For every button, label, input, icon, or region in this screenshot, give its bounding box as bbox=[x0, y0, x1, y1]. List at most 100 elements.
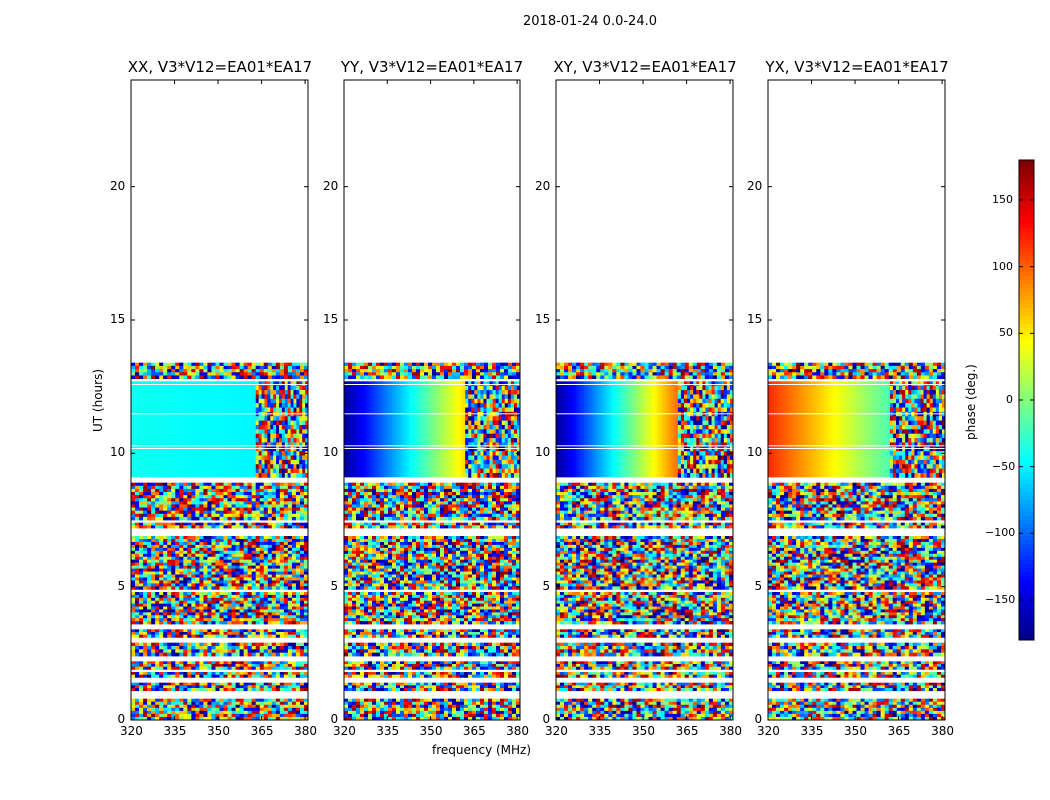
noise-band bbox=[131, 629, 309, 638]
noise-band bbox=[344, 682, 521, 692]
colorbar-segment bbox=[1019, 344, 1034, 349]
colorbar-segment bbox=[1019, 476, 1034, 481]
colorbar-segment bbox=[1019, 380, 1034, 385]
colorbar-segment bbox=[1019, 316, 1034, 321]
colorbar-segment bbox=[1019, 624, 1034, 629]
panel-frame bbox=[555, 79, 734, 721]
noise-band bbox=[344, 482, 521, 521]
panel-title-xy: XY, V3*V12=EA01*EA17 bbox=[553, 58, 737, 76]
calibrated-block bbox=[131, 381, 309, 478]
heatmap-panel-3 bbox=[555, 79, 734, 721]
y-tick-label: 10 bbox=[323, 445, 339, 460]
noise-band bbox=[344, 536, 521, 590]
noise-band bbox=[131, 661, 309, 670]
x-axis-label: frequency (MHz) bbox=[432, 743, 532, 757]
colorbar-segment bbox=[1019, 356, 1034, 361]
colorbar-segment bbox=[1019, 472, 1034, 477]
noise-band bbox=[768, 629, 946, 638]
colorbar-segment bbox=[1019, 548, 1034, 553]
heatmap-panel-1 bbox=[130, 79, 309, 721]
noise-band bbox=[131, 522, 309, 529]
colorbar-segment bbox=[1019, 168, 1034, 173]
noise-band bbox=[556, 661, 734, 670]
colorbar-segment bbox=[1019, 404, 1034, 409]
y-tick-label: 5 bbox=[117, 578, 126, 593]
colorbar-segment bbox=[1019, 504, 1034, 509]
colorbar-segment bbox=[1019, 544, 1034, 549]
heatmap-panel-4 bbox=[767, 79, 946, 721]
colorbar-segment bbox=[1019, 268, 1034, 273]
colorbar-segment bbox=[1019, 216, 1034, 221]
colorbar-segment bbox=[1019, 444, 1034, 449]
colorbar-segment bbox=[1019, 568, 1034, 573]
y-tick-label: 15 bbox=[535, 312, 551, 326]
colorbar-segment bbox=[1019, 496, 1034, 501]
colorbar-segment bbox=[1019, 576, 1034, 581]
colorbar-segment bbox=[1019, 304, 1034, 309]
colorbar-segment bbox=[1019, 180, 1034, 185]
colorbar-segment bbox=[1019, 280, 1034, 285]
noise-band bbox=[344, 629, 521, 638]
colorbar-segment bbox=[1019, 212, 1034, 217]
colorbar-segment bbox=[1019, 256, 1034, 261]
colorbar-segment bbox=[1019, 620, 1034, 625]
colorbar-segment bbox=[1019, 436, 1034, 441]
colorbar-segment bbox=[1019, 188, 1034, 193]
x-tick-label: 335 bbox=[800, 724, 824, 738]
y-tick-label: 0 bbox=[117, 712, 126, 726]
calibrated-block bbox=[344, 381, 521, 478]
panel-title-yx: YX, V3*V12=EA01*EA17 bbox=[765, 58, 949, 76]
colorbar-segment bbox=[1019, 584, 1034, 589]
noise-band bbox=[344, 592, 521, 625]
colorbar-segment bbox=[1019, 208, 1034, 213]
colorbar-segment bbox=[1019, 320, 1034, 325]
colorbar-segment bbox=[1019, 604, 1034, 609]
noise-band bbox=[344, 642, 521, 657]
colorbar-segment bbox=[1019, 192, 1034, 197]
colorbar-segment bbox=[1019, 408, 1034, 413]
colorbar-tick-label: 50 bbox=[999, 326, 1013, 340]
colorbar-segment bbox=[1019, 424, 1034, 429]
colorbar-segment bbox=[1019, 528, 1034, 533]
noise-band bbox=[556, 682, 734, 692]
noise-band bbox=[556, 522, 734, 529]
colorbar-segment bbox=[1019, 464, 1034, 469]
calibrated-block bbox=[768, 381, 946, 478]
noise-band bbox=[556, 698, 734, 721]
noise-band bbox=[344, 698, 521, 721]
noise-band bbox=[768, 672, 946, 678]
x-tick-label: 365 bbox=[462, 724, 486, 738]
colorbar-segment bbox=[1019, 536, 1034, 541]
noise-band bbox=[768, 536, 946, 590]
panel-title-xx: XX, V3*V12=EA01*EA17 bbox=[127, 58, 313, 76]
y-tick-label: 5 bbox=[754, 578, 763, 593]
colorbar-segment bbox=[1019, 400, 1034, 405]
noise-band bbox=[131, 536, 309, 590]
colorbar-segment bbox=[1019, 564, 1034, 569]
colorbar-segment bbox=[1019, 260, 1034, 265]
noise-band bbox=[131, 698, 309, 721]
colorbar-segment bbox=[1019, 264, 1034, 269]
colorbar-segment bbox=[1019, 184, 1034, 189]
colorbar-segment bbox=[1019, 608, 1034, 613]
colorbar-segment bbox=[1019, 572, 1034, 577]
colorbar-segment bbox=[1019, 368, 1034, 373]
y-tick-label: 5 bbox=[330, 578, 339, 593]
colorbar-segment bbox=[1019, 500, 1034, 505]
noise-band bbox=[768, 362, 946, 380]
colorbar-segment bbox=[1019, 552, 1034, 557]
y-tick-label: 20 bbox=[535, 178, 551, 193]
colorbar-segment bbox=[1019, 372, 1034, 377]
x-tick-label: 350 bbox=[632, 724, 655, 738]
noise-band bbox=[344, 522, 521, 529]
colorbar-segment bbox=[1019, 340, 1034, 345]
colorbar-segment bbox=[1019, 416, 1034, 421]
noise-band bbox=[556, 672, 734, 678]
noise-band bbox=[556, 362, 734, 380]
x-tick-label: 320 bbox=[120, 724, 143, 738]
colorbar-tick-label: −100 bbox=[985, 526, 1016, 540]
y-tick-label: 10 bbox=[747, 445, 763, 460]
noise-band bbox=[768, 642, 946, 657]
colorbar-segment bbox=[1019, 240, 1034, 245]
